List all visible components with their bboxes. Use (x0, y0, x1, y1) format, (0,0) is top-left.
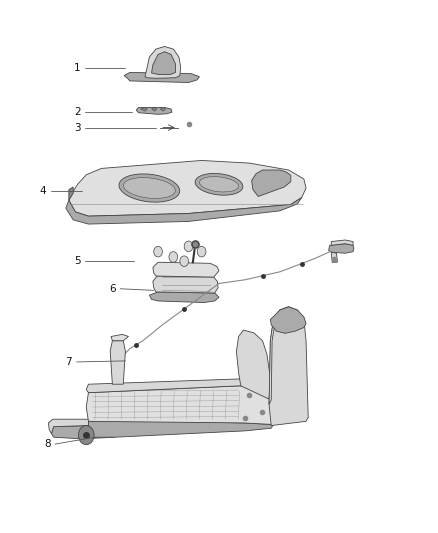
Polygon shape (152, 52, 176, 75)
Polygon shape (153, 262, 219, 277)
Ellipse shape (119, 174, 180, 202)
Polygon shape (66, 198, 302, 224)
Polygon shape (153, 276, 218, 293)
Polygon shape (269, 307, 308, 425)
Text: 1: 1 (74, 63, 81, 72)
Polygon shape (252, 170, 291, 197)
Text: 8: 8 (44, 439, 50, 449)
Text: 3: 3 (74, 123, 81, 133)
Polygon shape (145, 46, 181, 78)
Polygon shape (69, 160, 306, 216)
Circle shape (78, 425, 94, 445)
Polygon shape (110, 341, 125, 384)
Polygon shape (160, 108, 166, 111)
Polygon shape (269, 307, 289, 405)
Polygon shape (136, 108, 172, 114)
Polygon shape (331, 240, 353, 245)
Polygon shape (149, 292, 219, 303)
Text: 4: 4 (39, 185, 46, 196)
Polygon shape (51, 425, 119, 439)
Polygon shape (111, 334, 128, 341)
Polygon shape (48, 419, 88, 433)
Circle shape (197, 246, 206, 257)
Ellipse shape (195, 173, 243, 195)
Ellipse shape (124, 177, 175, 198)
Polygon shape (69, 187, 73, 200)
Polygon shape (331, 252, 337, 262)
Ellipse shape (199, 176, 239, 192)
Polygon shape (86, 386, 275, 424)
Text: 2: 2 (74, 107, 81, 117)
Circle shape (154, 246, 162, 257)
Polygon shape (86, 379, 275, 393)
Text: 7: 7 (66, 357, 72, 367)
Polygon shape (88, 420, 273, 437)
Text: 6: 6 (109, 284, 116, 294)
Polygon shape (152, 108, 157, 111)
Polygon shape (141, 108, 147, 111)
Circle shape (180, 256, 188, 266)
Polygon shape (237, 330, 270, 399)
Polygon shape (270, 307, 306, 333)
Text: 5: 5 (74, 256, 81, 266)
Polygon shape (124, 72, 199, 83)
Polygon shape (328, 244, 354, 253)
Circle shape (169, 252, 178, 262)
Circle shape (184, 241, 193, 252)
